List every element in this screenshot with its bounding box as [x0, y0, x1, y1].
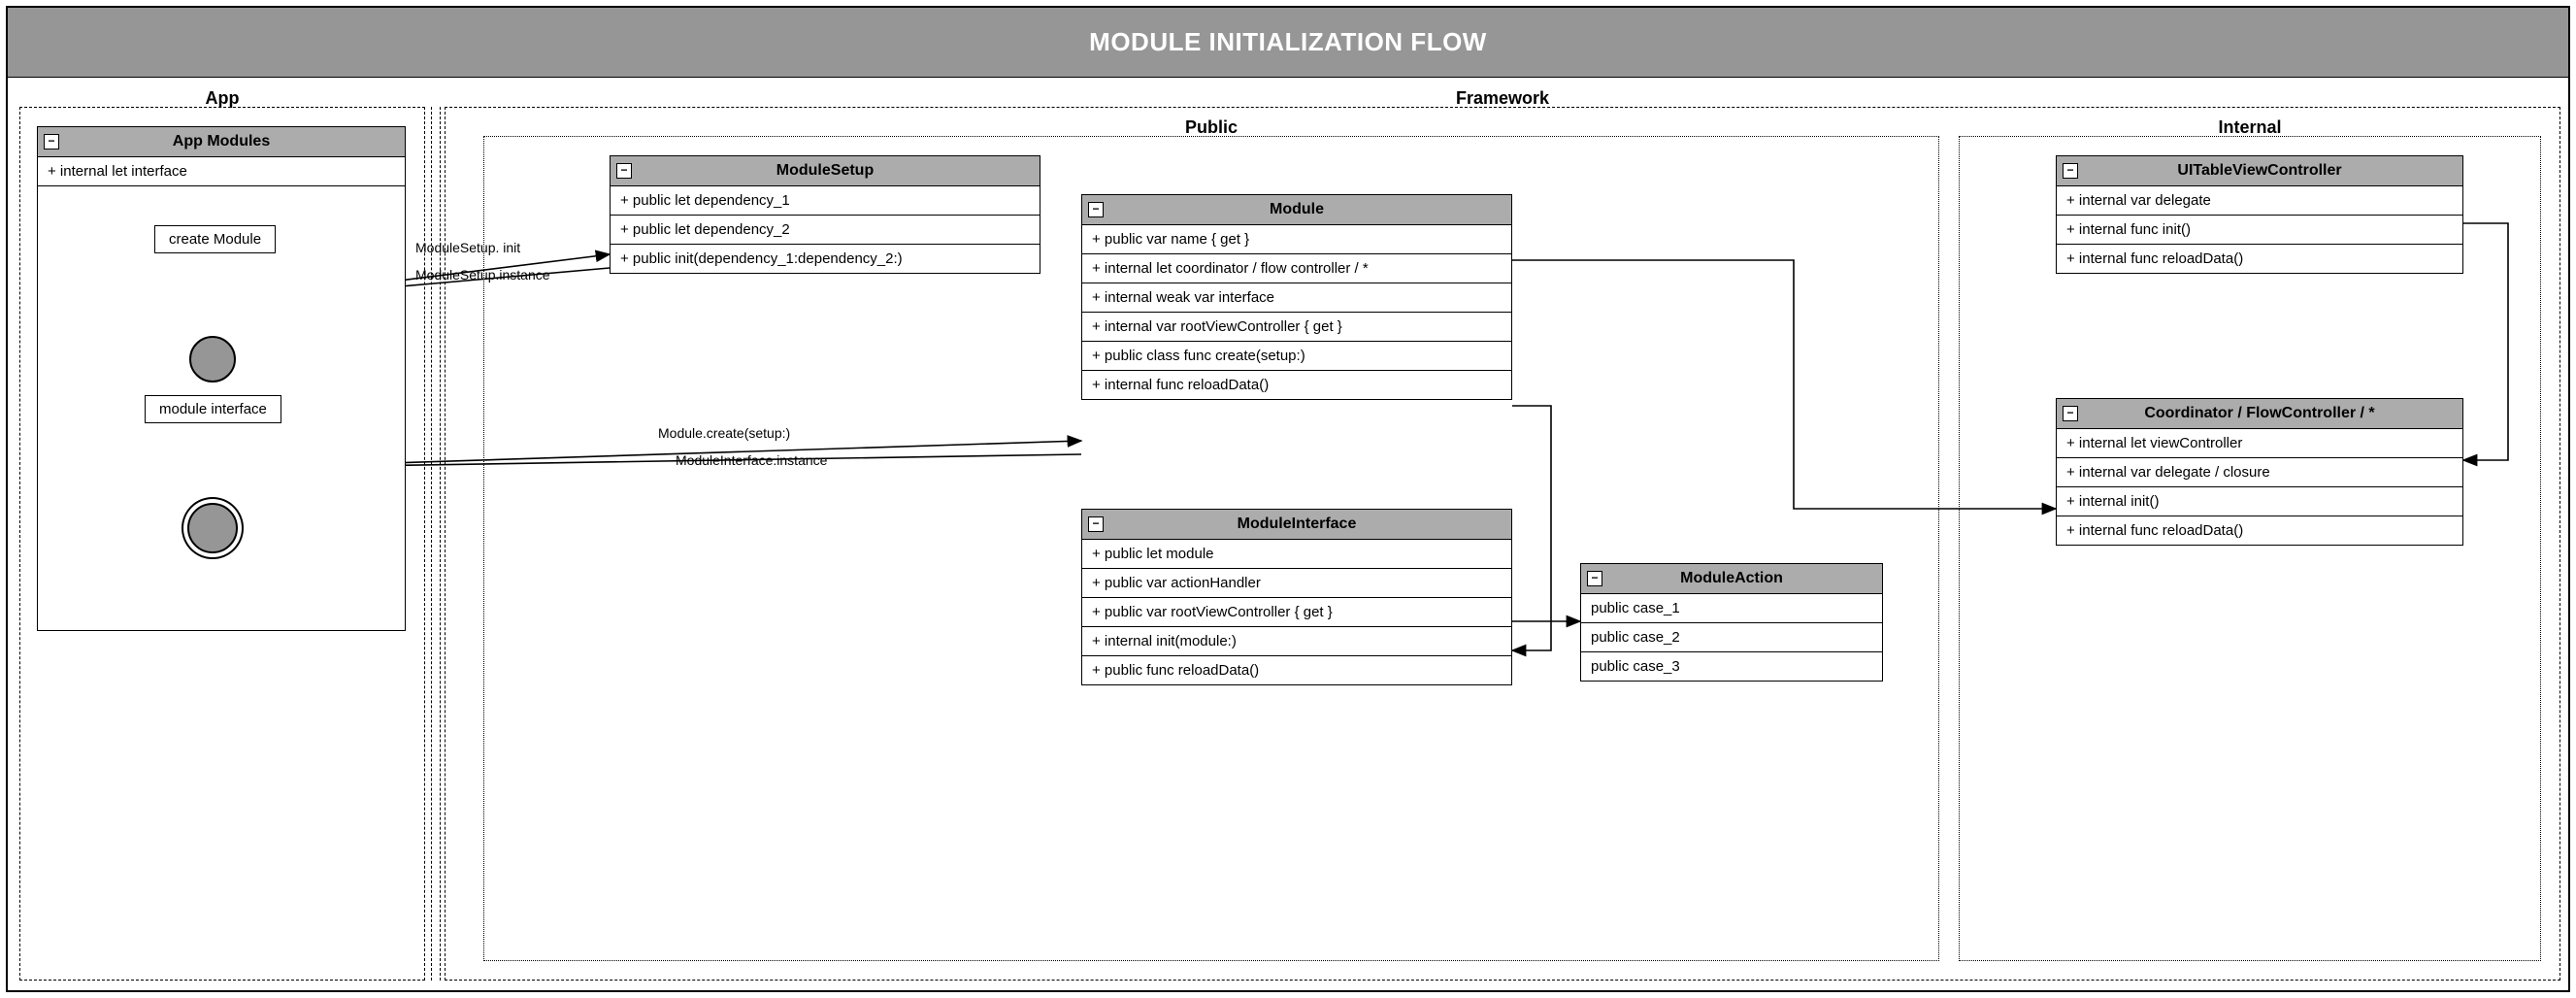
diagram-title: MODULE INITIALIZATION FLOW [8, 8, 2568, 78]
collapse-icon[interactable]: − [1088, 516, 1104, 532]
region-label-public: Public [484, 117, 1938, 138]
region-label-internal: Internal [1960, 117, 2540, 138]
region-label-app: App [20, 88, 424, 109]
edge-label: ModuleSetup. init [415, 240, 520, 255]
uml-row: + public var rootViewController { get } [1082, 598, 1511, 627]
uml-header-uitableviewcontroller: − UITableViewController [2057, 156, 2462, 186]
collapse-icon[interactable]: − [1088, 202, 1104, 217]
uml-row: + internal weak var interface [1082, 283, 1511, 313]
app-modules-body: create Module module interface [38, 186, 405, 623]
edge-label: Module.create(setup:) [658, 425, 790, 441]
create-module-node [189, 336, 236, 383]
uml-row: + public class func create(setup:) [1082, 342, 1511, 371]
uml-row: + internal func reloadData() [2057, 516, 2462, 545]
uml-row: + internal init() [2057, 487, 2462, 516]
uml-row: + internal func reloadData() [1082, 371, 1511, 399]
collapse-icon[interactable]: − [44, 134, 59, 150]
uml-row: + public let module [1082, 540, 1511, 569]
uml-row: public case_2 [1581, 623, 1882, 652]
region-divider [431, 107, 441, 981]
collapse-icon[interactable]: − [2063, 163, 2078, 179]
uml-header-app-modules: − App Modules [38, 127, 405, 157]
uml-row: public case_3 [1581, 652, 1882, 681]
uml-title: Coordinator / FlowController / * [2144, 405, 2374, 421]
edge-label: ModuleInterface.instance [676, 452, 827, 468]
uml-row: + public var actionHandler [1082, 569, 1511, 598]
uml-title: ModuleSetup [776, 162, 874, 179]
diagram-root: MODULE INITIALIZATION FLOW App Framework P… [6, 6, 2570, 992]
module-interface-node [187, 503, 238, 553]
uml-uitableviewcontroller: − UITableViewController + internal var del… [2056, 155, 2463, 274]
uml-title: ModuleInterface [1238, 516, 1357, 532]
collapse-icon[interactable]: − [616, 163, 632, 179]
uml-title: UITableViewController [2177, 162, 2341, 179]
uml-row: + public let dependency_2 [611, 216, 1040, 245]
uml-row: + public func reloadData() [1082, 656, 1511, 684]
uml-row: + internal let viewController [2057, 429, 2462, 458]
uml-row: + internal func init() [2057, 216, 2462, 245]
uml-title: App Modules [173, 133, 270, 150]
uml-header-module-action: − ModuleAction [1581, 564, 1882, 594]
uml-title: Module [1270, 201, 1324, 217]
diagram-content: App Framework Public Internal − App Modules + … [8, 78, 2568, 990]
uml-header-module-interface: − ModuleInterface [1082, 510, 1511, 540]
uml-row: + internal var rootViewController { get … [1082, 313, 1511, 342]
uml-row: + public let dependency_1 [611, 186, 1040, 216]
uml-row: + internal init(module:) [1082, 627, 1511, 656]
edge-label: ModuleSetup.instance [415, 267, 550, 283]
uml-module: −Module+ public var name { get }+ intern… [1081, 194, 1512, 400]
uml-coordinator: − Coordinator / FlowController / * + inter… [2056, 398, 2463, 546]
uml-row: + internal func reloadData() [2057, 245, 2462, 273]
uml-title: ModuleAction [1680, 570, 1783, 586]
uml-module-setup: −ModuleSetup+ public let dependency_1+ p… [610, 155, 1040, 274]
uml-module-interface: −ModuleInterface+ public let module+ pub… [1081, 509, 1512, 685]
uml-row: + public var name { get } [1082, 225, 1511, 254]
create-module-label: create Module [154, 225, 276, 253]
uml-module-action: − ModuleAction public case_1public case_2p… [1580, 563, 1883, 682]
uml-row: + internal var delegate / closure [2057, 458, 2462, 487]
uml-row: + internal let interface [38, 157, 405, 186]
uml-row: + internal let coordinator / flow contro… [1082, 254, 1511, 283]
uml-row: + internal var delegate [2057, 186, 2462, 216]
region-label-framework: Framework [446, 88, 2559, 109]
uml-header-module: − Module [1082, 195, 1511, 225]
uml-header-module-setup: − ModuleSetup [611, 156, 1040, 186]
module-interface-label: module interface [145, 395, 281, 423]
collapse-icon[interactable]: − [2063, 406, 2078, 421]
uml-row: + public init(dependency_1:dependency_2:… [611, 245, 1040, 273]
collapse-icon[interactable]: − [1587, 571, 1602, 586]
uml-app-modules: −App Modules+ internal let interfacecrea… [37, 126, 406, 631]
uml-header-coordinator: − Coordinator / FlowController / * [2057, 399, 2462, 429]
uml-row: public case_1 [1581, 594, 1882, 623]
